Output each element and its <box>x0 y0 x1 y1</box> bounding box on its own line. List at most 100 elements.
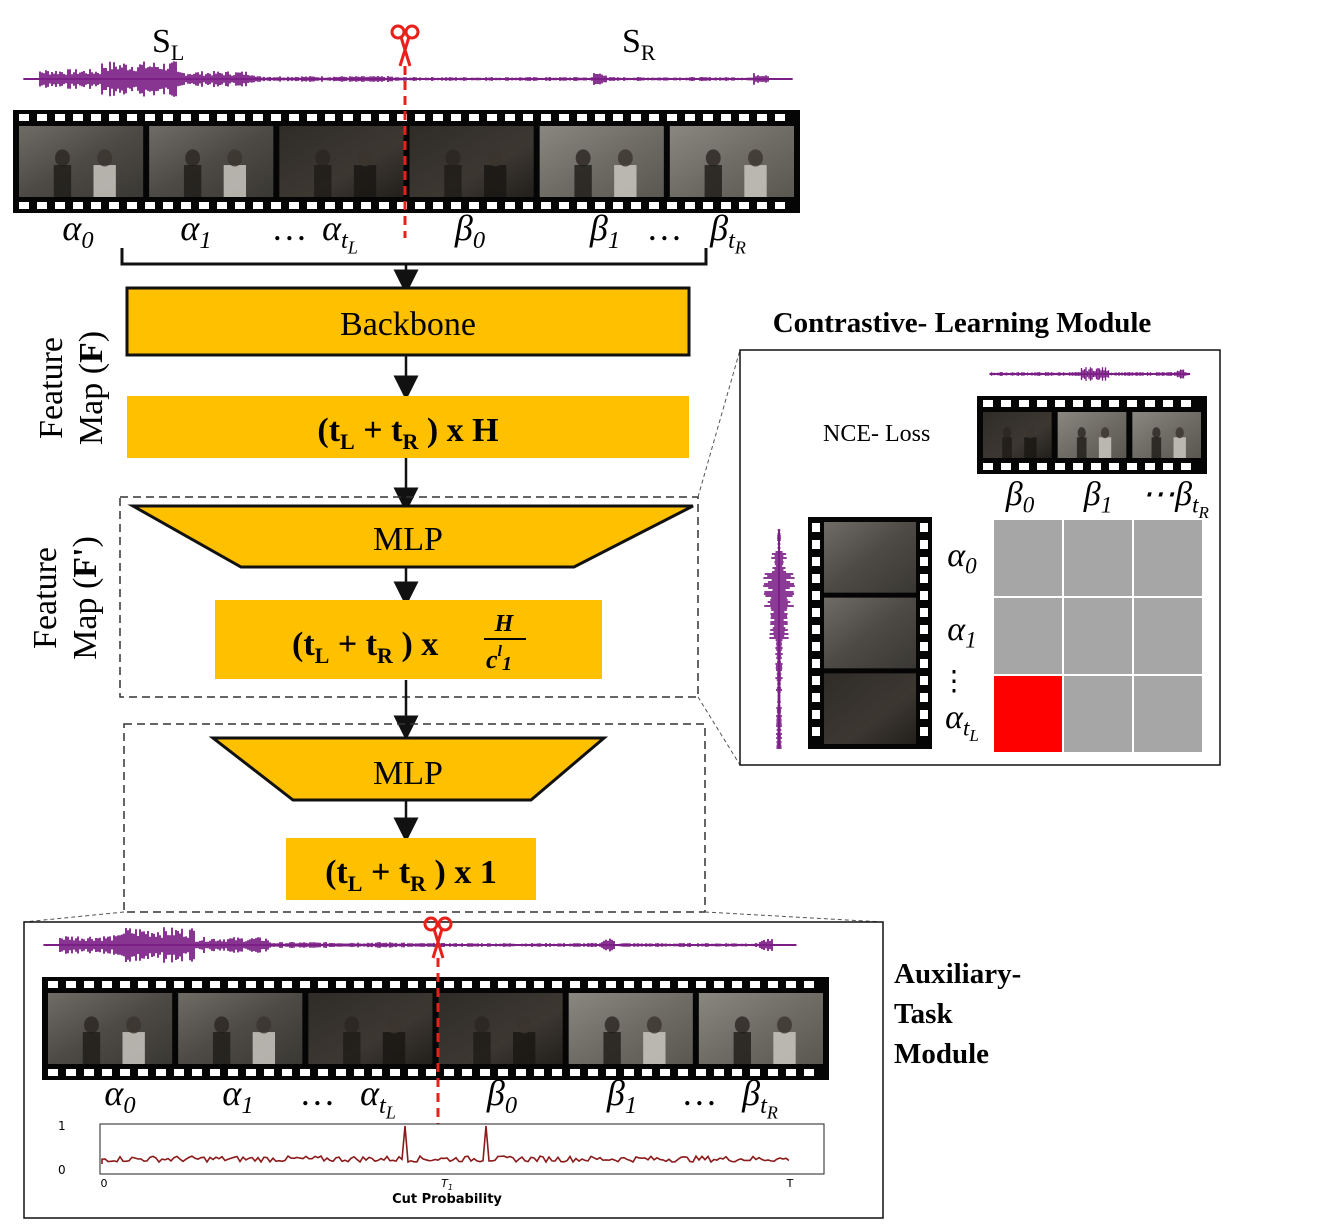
auxiliary-title: Auxiliary- Task Module <box>894 958 1021 1070</box>
contrastive-h-film-sprocket <box>983 463 993 470</box>
aux-film-frame-figure <box>256 1016 272 1034</box>
mlp1-label: MLP <box>373 521 443 558</box>
aux-film-sprocket <box>696 1069 706 1076</box>
top-audio-waveform <box>23 61 793 97</box>
contrastive-h-film-sprocket <box>1019 463 1029 470</box>
matrix-cell-1-2 <box>1134 598 1202 674</box>
aux-film-sprocket <box>120 981 130 988</box>
contrastive-h-film-sprocket <box>1001 463 1011 470</box>
aux-title-line-2: Task <box>894 998 953 1030</box>
zoom-line-aux-right <box>704 911 884 923</box>
aux-film-sprocket <box>300 981 310 988</box>
aux-film-sprocket <box>246 981 256 988</box>
aux-film-frame-5 <box>698 993 823 1064</box>
contrastive-row-labels: α0 α1 αtL⋮ <box>940 537 979 745</box>
segment-left-label: SL <box>152 23 184 65</box>
aux-film-frame-figure <box>773 1032 796 1064</box>
plot-ytick-1: 1 <box>58 1119 66 1133</box>
contrastive-v-film-sprocket <box>812 693 820 702</box>
top-film-frame-3 <box>409 126 534 197</box>
aux-film-frame-figure <box>386 1016 402 1034</box>
top-film-sprocket <box>145 202 155 209</box>
svg-text:Feature: Feature <box>33 337 70 439</box>
mlp1-trapezoid <box>127 504 694 569</box>
top-film-sprocket <box>109 114 119 121</box>
plot-xtick-0: 0 <box>101 1177 108 1190</box>
aux-film-sprocket <box>120 1069 130 1076</box>
aux-film-sprocket <box>390 1069 400 1076</box>
aux-film-sprocket <box>48 1069 58 1076</box>
aux-film-sprocket <box>174 981 184 988</box>
aux-shot-label-6: … <box>684 1073 716 1113</box>
top-film-frame-figure <box>314 165 332 197</box>
aux-film-frame-figure <box>382 1032 406 1064</box>
contrastive-v-film-sprocket <box>920 591 928 600</box>
contrastive-row-label-0: α0 <box>947 537 977 579</box>
top-film-sprocket <box>289 202 299 209</box>
aux-film-sprocket <box>462 981 472 988</box>
top-film-sprocket <box>325 114 335 121</box>
top-film-sprocket <box>253 114 263 121</box>
matrix-cell-0-1 <box>1064 520 1132 596</box>
top-film-frame-figure <box>484 165 507 197</box>
aux-film-sprocket <box>534 981 544 988</box>
top-film-frame-figure <box>614 165 637 197</box>
aux-film-frame-figure <box>343 1032 361 1064</box>
top-film-frame-figure <box>445 149 461 167</box>
aux-title-line-1: Auxiliary- <box>894 958 1021 990</box>
top-film-frame-2 <box>279 126 404 197</box>
aux-film-sprocket <box>318 981 328 988</box>
contrastive-v-film-sprocket <box>920 676 928 685</box>
contrastive-region-box <box>119 496 699 698</box>
aux-film-sprocket <box>372 981 382 988</box>
zoom-line-contrastive-top <box>697 349 741 498</box>
aux-film-sprocket <box>480 1069 490 1076</box>
contrastive-h-film-frame-0 <box>983 412 1052 458</box>
contrastive-horizontal-film <box>977 396 1207 474</box>
aux-film-sprocket <box>732 981 742 988</box>
aux-film-sprocket <box>444 1069 454 1076</box>
top-film-sprocket <box>487 114 497 121</box>
aux-film-sprocket <box>264 981 274 988</box>
dim2-label: (tL + tR ) x <box>292 626 438 668</box>
aux-film-sprocket <box>498 981 508 988</box>
aux-film-sprocket <box>156 981 166 988</box>
aux-shot-labels: α0 α1 … αtL β0 β1 … βtR <box>104 1073 777 1123</box>
top-film-sprocket <box>649 114 659 121</box>
top-film-sprocket <box>541 202 551 209</box>
top-film-frame-figure <box>353 165 377 197</box>
aux-shot-label-7: βtR <box>741 1073 778 1123</box>
contrastive-v-film-sprocket <box>812 523 820 532</box>
aux-film-frame-figure <box>777 1016 792 1034</box>
top-shot-label-6: … <box>649 208 681 248</box>
top-film-sprocket <box>613 114 623 121</box>
contrastive-h-film-frame-figure <box>1026 427 1035 439</box>
top-film-sprocket <box>307 114 317 121</box>
top-film-sprocket <box>55 202 65 209</box>
aux-film-frame-4 <box>568 993 693 1064</box>
aux-film-sprocket <box>750 1069 760 1076</box>
top-film-sprocket <box>253 202 263 209</box>
top-film-sprocket <box>235 114 245 121</box>
aux-film-frame-figure <box>344 1016 360 1034</box>
contrastive-h-film-frame-figure <box>1077 427 1086 439</box>
top-shot-label-0: α0 <box>62 208 93 254</box>
contrastive-h-film-sprocket <box>1163 400 1173 407</box>
contrastive-v-film-sprocket <box>812 676 820 685</box>
aux-film-sprocket <box>354 981 364 988</box>
aux-film-sprocket <box>624 1069 634 1076</box>
contrastive-h-film-sprocket <box>1073 463 1083 470</box>
top-film-frame-figure <box>575 149 591 167</box>
top-film-sprocket <box>505 114 515 121</box>
aux-film-sprocket <box>354 1069 364 1076</box>
auxiliary-region-box <box>123 723 706 913</box>
top-film-sprocket <box>487 202 497 209</box>
top-film-sprocket <box>199 202 209 209</box>
aux-film-sprocket <box>84 1069 94 1076</box>
similarity-matrix <box>994 520 1202 752</box>
contrastive-v-film-sprocket <box>812 591 820 600</box>
contrastive-h-film-frame-figure <box>1151 437 1162 458</box>
aux-film-sprocket <box>390 981 400 988</box>
auxiliary-module: α0 α1 … αtL β0 β1 … βtR 1 0 0 T1 T Cut Probabil… <box>23 916 1021 1219</box>
top-film-sprocket <box>361 114 371 121</box>
